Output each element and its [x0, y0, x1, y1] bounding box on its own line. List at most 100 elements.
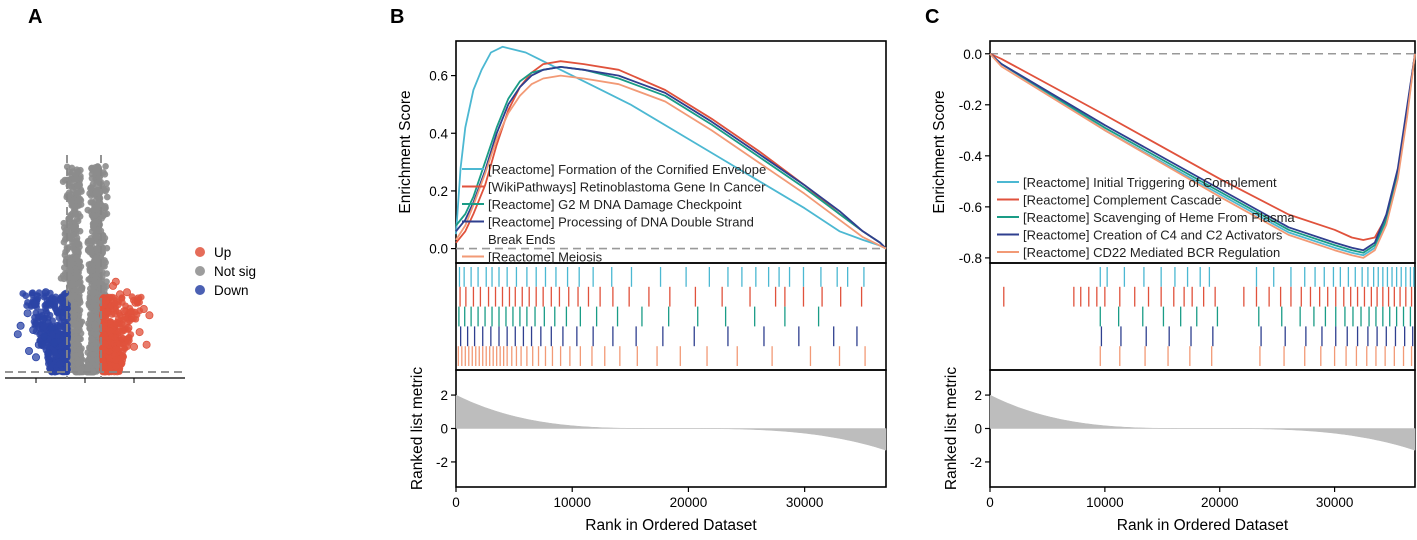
volcano-point-not-sig	[67, 231, 74, 239]
volcano-point-not-sig	[93, 254, 101, 261]
volcano-point-not-sig	[103, 283, 110, 290]
volcano-point-up	[110, 294, 118, 302]
legend-label: [Reactome] Formation of the Cornified En…	[488, 162, 766, 177]
volcano-point-not-sig	[72, 255, 80, 262]
legend-label: [Reactome] Initial Triggering of Complem…	[1023, 175, 1277, 190]
volcano-point-down	[19, 290, 27, 297]
volcano-point-not-sig	[88, 175, 96, 182]
es-line	[455, 74, 887, 250]
legend-swatch	[195, 247, 205, 257]
volcano-point-not-sig	[84, 366, 91, 373]
ranked-metric-area	[989, 394, 1416, 451]
es-line	[455, 66, 887, 250]
volcano-point-down	[16, 321, 25, 330]
volcano-point-not-sig	[103, 244, 111, 252]
volcano-point-up	[124, 323, 133, 332]
volcano-point-up	[101, 340, 109, 348]
volcano-point-up	[139, 304, 148, 313]
es-y-tick-label: 0.0	[429, 242, 448, 257]
volcano-point-not-sig	[102, 187, 109, 195]
volcano-point-not-sig	[91, 277, 98, 285]
metric-y-axis-title: Ranked list metric	[943, 367, 960, 490]
volcano-point-not-sig	[68, 260, 76, 268]
volcano-point-not-sig	[103, 180, 110, 187]
volcano-point-not-sig	[77, 350, 84, 358]
volcano-point-not-sig	[92, 330, 100, 338]
x-tick-label: 0	[452, 495, 460, 510]
x-tick-label: 30000	[786, 495, 824, 510]
volcano-point-not-sig	[104, 193, 111, 201]
volcano-point-not-sig	[60, 219, 68, 227]
ranked-metric-area	[455, 394, 887, 451]
volcano-point-up	[108, 333, 116, 341]
volcano-point-not-sig	[74, 247, 82, 254]
volcano-point-not-sig	[92, 189, 100, 197]
volcano-point-not-sig	[70, 312, 78, 320]
volcano-point-not-sig	[94, 202, 101, 210]
es-y-tick-label: -0.2	[959, 98, 982, 113]
es-y-tick-label: 0.4	[429, 126, 448, 141]
panel-label-b: B	[390, 6, 404, 28]
es-y-tick-label: 0.6	[429, 69, 448, 84]
panel-label-c: C	[925, 6, 939, 28]
metric-y-tick-label: 0	[440, 422, 448, 437]
panel-label-a: A	[28, 6, 42, 28]
volcano-point-not-sig	[86, 190, 93, 197]
volcano-point-down	[46, 300, 55, 309]
volcano-point-not-sig	[74, 305, 81, 313]
es-y-tick-label: -0.4	[959, 149, 983, 164]
legend-label: [WikiPathways] Retinoblastoma Gene In Ca…	[488, 180, 766, 195]
volcano-point-down	[63, 328, 71, 336]
volcano-point-up	[104, 308, 112, 315]
volcano-point-up	[125, 337, 133, 344]
volcano-point-up	[123, 288, 132, 297]
volcano-point-down	[29, 325, 38, 334]
volcano-point-not-sig	[73, 286, 80, 294]
x-axis-title: Rank in Ordered Dataset	[1117, 517, 1289, 534]
volcano-point-up	[120, 307, 129, 316]
volcano-point-up	[100, 322, 108, 329]
volcano-point-down	[31, 314, 38, 321]
volcano-point-up	[106, 327, 114, 335]
volcano-point-up	[121, 345, 129, 352]
volcano-point-not-sig	[86, 315, 94, 323]
volcano-point-down	[56, 360, 63, 368]
volcano-point-up	[111, 277, 120, 286]
volcano-point-down	[40, 323, 48, 331]
volcano-point-not-sig	[72, 328, 80, 336]
x-axis-title: Rank in Ordered Dataset	[585, 517, 757, 534]
volcano-point-up	[118, 320, 126, 327]
volcano-point-up	[106, 320, 114, 328]
x-tick-label: 20000	[670, 495, 708, 510]
volcano-point-not-sig	[92, 218, 99, 226]
volcano-point-not-sig	[76, 181, 84, 189]
es-y-tick-label: 0.2	[429, 184, 448, 199]
volcano-point-not-sig	[77, 201, 85, 208]
volcano-point-not-sig	[67, 294, 75, 301]
volcano-point-not-sig	[74, 280, 82, 288]
metric-y-tick-label: -2	[436, 455, 448, 470]
gsea-panel-c: 0.0 -0.2 -0.4 -0.6 -0.8 [Reactome] Initial Tr…	[931, 40, 1416, 534]
volcano-point-down	[24, 346, 33, 355]
volcano-point-not-sig	[86, 267, 94, 275]
volcano-point-down	[50, 338, 59, 347]
volcano-point-down	[57, 296, 64, 304]
volcano-point-not-sig	[98, 277, 105, 284]
volcano-point-not-sig	[89, 298, 97, 306]
es-line	[989, 53, 1416, 257]
legend-label: [Reactome] G2 M DNA Damage Checkpoint	[488, 197, 742, 212]
metric-y-tick-label: 2	[974, 388, 982, 403]
x-tick-label: 0	[986, 495, 994, 510]
volcano-point-up	[111, 310, 118, 318]
volcano-point-down	[33, 292, 42, 301]
es-line	[989, 53, 1416, 259]
rug-plot-frame	[989, 262, 1416, 371]
volcano-point-not-sig	[96, 179, 103, 187]
volcano-point-not-sig	[72, 175, 80, 182]
volcano-point-up	[106, 364, 113, 372]
volcano-point-up	[114, 315, 122, 323]
volcano-point-up	[135, 328, 144, 337]
legend-label: Not sig	[214, 264, 256, 279]
volcano-point-down	[46, 365, 54, 373]
legend-label: [Reactome] CD22 Mediated BCR Regulation	[1023, 245, 1280, 260]
